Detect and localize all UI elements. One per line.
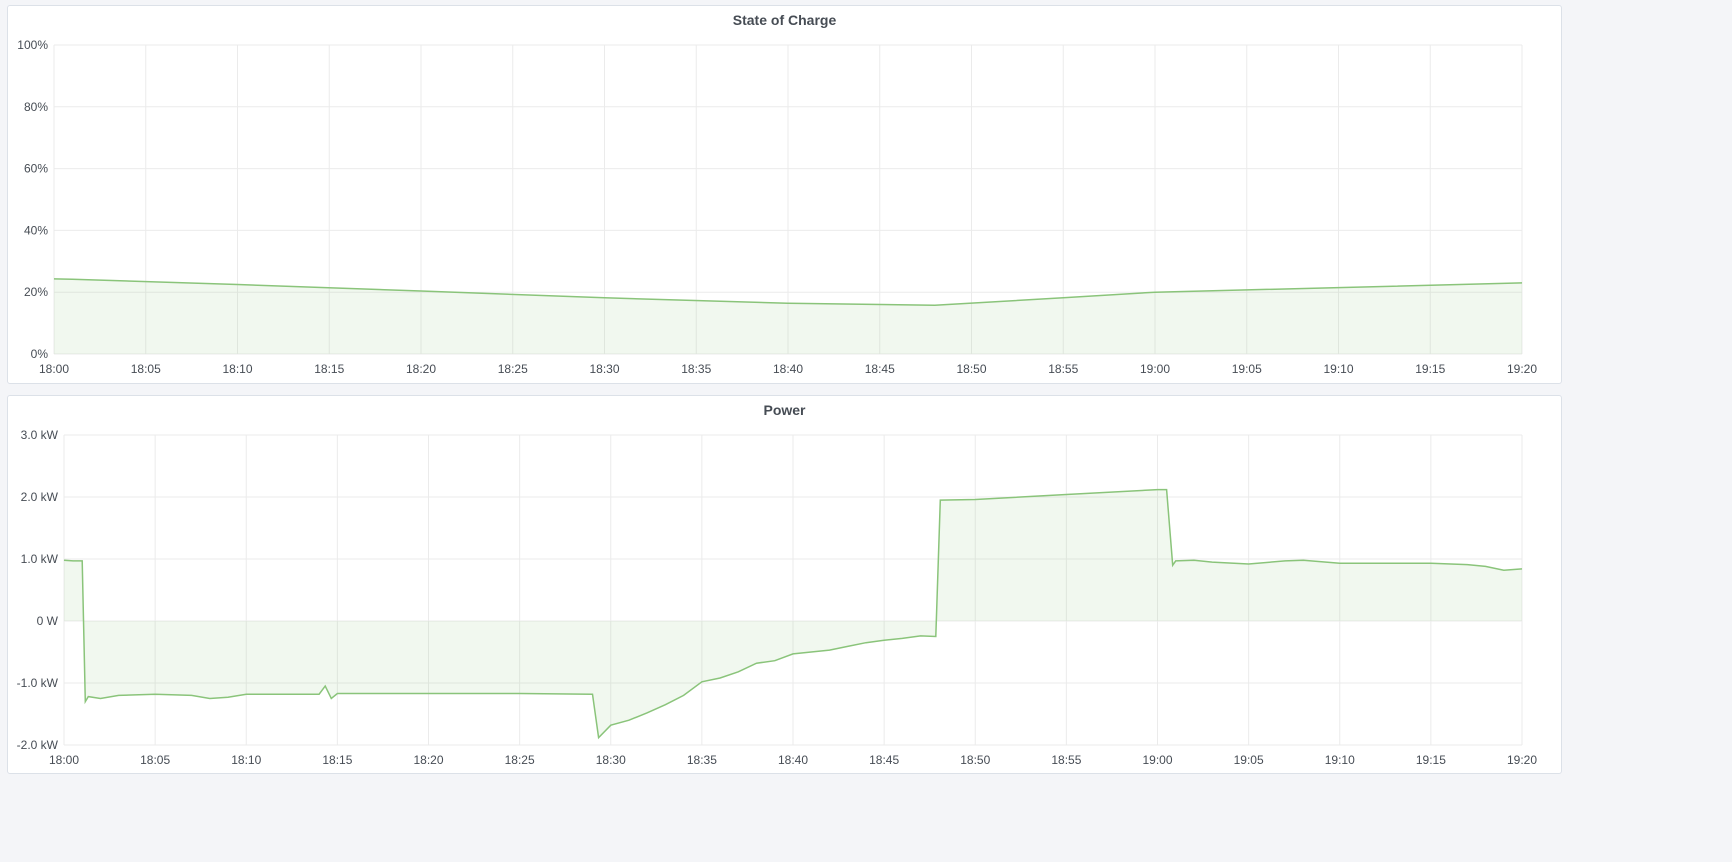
x-tick-label: 18:10 [222,362,252,376]
y-tick-label: 1.0 kW [21,552,59,566]
x-tick-label: 18:20 [413,753,443,767]
x-tick-label: 19:15 [1416,753,1446,767]
x-tick-label: 18:25 [505,753,535,767]
y-tick-label: 20% [24,285,48,299]
x-tick-label: 18:05 [140,753,170,767]
x-tick-label: 18:10 [231,753,261,767]
x-tick-label: 18:50 [960,753,990,767]
series-area [64,489,1522,738]
y-tick-label: 0 W [37,614,59,628]
x-tick-label: 18:55 [1048,362,1078,376]
power-panel: Power [7,395,1562,774]
x-tick-label: 18:25 [498,362,528,376]
x-tick-label: 18:35 [681,362,711,376]
y-tick-label: -2.0 kW [17,738,59,752]
x-tick-label: 18:35 [687,753,717,767]
x-tick-label: 18:40 [773,362,803,376]
series-area [54,278,1522,354]
y-tick-label: 100% [17,38,48,52]
x-tick-label: 19:05 [1232,362,1262,376]
x-tick-label: 19:20 [1507,362,1537,376]
x-tick-label: 18:50 [956,362,986,376]
x-tick-label: 18:40 [778,753,808,767]
x-tick-label: 18:30 [589,362,619,376]
x-tick-label: 19:10 [1325,753,1355,767]
x-tick-label: 19:15 [1415,362,1445,376]
panel-title[interactable]: Power [763,402,806,418]
panel-title[interactable]: State of Charge [732,12,837,28]
x-tick-label: 18:45 [869,753,899,767]
y-tick-label: 60% [24,162,48,176]
x-tick-label: 18:55 [1051,753,1081,767]
x-tick-label: 18:00 [39,362,69,376]
x-tick-label: 19:00 [1140,362,1170,376]
x-tick-label: 18:15 [322,753,352,767]
x-tick-label: 18:45 [865,362,895,376]
x-tick-label: 18:00 [49,753,79,767]
y-tick-label: 3.0 kW [21,428,59,442]
x-tick-label: 18:15 [314,362,344,376]
x-tick-label: 19:10 [1323,362,1353,376]
y-tick-label: 40% [24,223,48,237]
x-tick-label: 19:00 [1142,753,1172,767]
y-tick-label: 0% [31,347,49,361]
x-tick-label: 18:05 [131,362,161,376]
state-of-charge-panel: State of Charge [7,5,1562,384]
y-tick-label: 80% [24,100,48,114]
x-tick-label: 19:20 [1507,753,1537,767]
x-tick-label: 18:30 [596,753,626,767]
x-tick-label: 18:20 [406,362,436,376]
y-tick-label: 2.0 kW [21,490,59,504]
y-tick-label: -1.0 kW [17,676,59,690]
x-tick-label: 19:05 [1234,753,1264,767]
